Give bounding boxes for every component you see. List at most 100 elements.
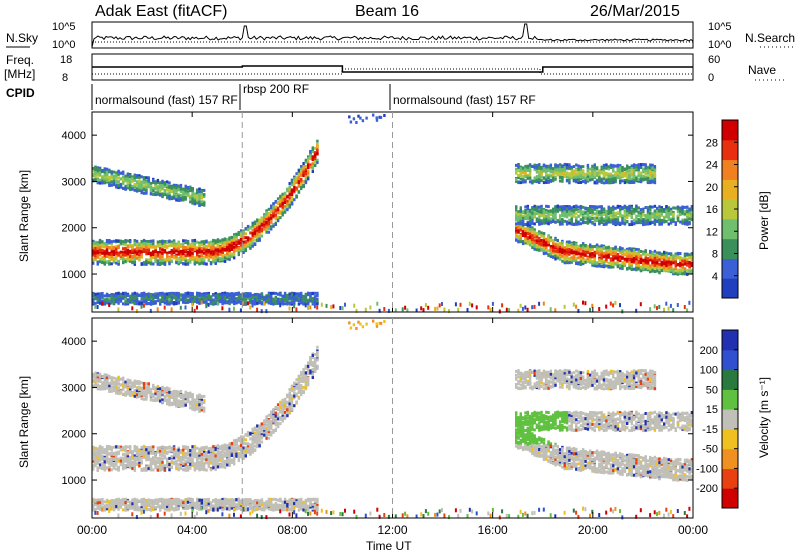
power-cell	[554, 242, 557, 246]
power-cell	[258, 221, 261, 225]
power-cell	[263, 301, 266, 306]
power-cell	[607, 181, 610, 185]
power-cell	[593, 163, 596, 167]
power-cell	[166, 194, 169, 198]
power-cell	[235, 245, 238, 249]
power-cell	[124, 253, 127, 257]
power-cell	[605, 179, 608, 183]
power-cell	[563, 175, 566, 178]
power-cell	[92, 178, 95, 182]
power-cell	[586, 250, 590, 254]
power-cell	[140, 243, 143, 247]
power-cell	[279, 194, 282, 198]
power-cell	[193, 241, 197, 245]
power-cell	[135, 293, 139, 297]
power-cell	[471, 303, 474, 308]
power-cell	[563, 304, 566, 309]
power-cell	[166, 196, 169, 200]
power-cell	[607, 167, 610, 171]
power-cell	[547, 209, 550, 213]
power-cell	[226, 301, 229, 305]
power-cell	[293, 188, 296, 192]
power-cell	[283, 197, 287, 201]
power-cell	[177, 294, 180, 298]
power-cell	[383, 307, 386, 311]
power-cell	[149, 295, 153, 299]
power-cell	[129, 188, 132, 192]
power-cell	[568, 252, 571, 256]
power-cell	[531, 234, 534, 238]
power-cell	[572, 169, 576, 173]
power-cell	[129, 300, 132, 304]
power-cell	[279, 200, 282, 203]
power-cell	[251, 229, 254, 233]
power-cell	[221, 244, 224, 247]
power-cell	[253, 242, 257, 246]
power-cell	[163, 243, 167, 247]
power-cell	[612, 303, 615, 308]
power-cell	[616, 261, 620, 265]
power-cell	[219, 245, 222, 249]
power-cell	[279, 203, 282, 207]
power-cell	[251, 221, 254, 225]
power-cell	[598, 172, 601, 176]
power-cell	[166, 292, 169, 296]
power-cell	[122, 296, 125, 300]
power-cell	[246, 297, 250, 301]
power-cell	[265, 297, 268, 301]
power-cell	[274, 295, 277, 299]
power-cell	[600, 248, 603, 251]
power-cell	[558, 217, 562, 221]
power-cell	[138, 255, 141, 259]
power-cell	[607, 220, 610, 224]
power-cell	[283, 296, 287, 300]
power-cell	[98, 253, 102, 257]
power-cell	[556, 247, 559, 250]
power-cell	[561, 248, 564, 252]
power-cell	[602, 217, 606, 221]
power-cell	[524, 212, 527, 216]
power-cell	[538, 301, 541, 306]
power-cell	[600, 207, 603, 211]
power-cell	[163, 296, 167, 300]
power-cell	[614, 300, 617, 305]
power-cell	[147, 241, 150, 245]
power-cell	[138, 179, 141, 183]
power-cell	[191, 302, 194, 307]
power-cell	[535, 248, 539, 252]
power-cell	[265, 212, 268, 216]
power-cell	[179, 194, 183, 197]
power-cell	[293, 177, 296, 181]
power-cell	[584, 216, 587, 220]
power-cell	[586, 163, 590, 167]
power-cell	[272, 213, 275, 217]
power-cell	[542, 301, 545, 306]
power-cell	[584, 221, 587, 224]
power-cell	[623, 218, 627, 222]
power-cell	[554, 249, 557, 253]
power-cell	[149, 302, 153, 306]
power-cell	[582, 165, 585, 169]
power-cell	[572, 209, 576, 213]
power-cell	[535, 208, 539, 212]
power-cell	[108, 180, 111, 184]
power-cell	[288, 193, 291, 197]
power-cell	[612, 169, 615, 173]
power-cell	[575, 207, 578, 211]
power-cell	[288, 306, 291, 311]
power-cell	[582, 205, 585, 209]
power-cell	[129, 259, 132, 263]
power-cell	[561, 205, 564, 209]
power-cell	[542, 249, 546, 252]
power-cell	[556, 164, 559, 168]
power-cell	[142, 238, 146, 242]
power-cell	[249, 294, 252, 298]
power-cell	[108, 303, 111, 307]
power-cell	[475, 305, 478, 310]
power-cell	[565, 163, 569, 167]
power-cell	[621, 309, 624, 314]
power-cell	[538, 220, 541, 224]
power-cell	[521, 230, 525, 234]
power-cell	[600, 261, 603, 265]
power-cell	[193, 199, 197, 203]
